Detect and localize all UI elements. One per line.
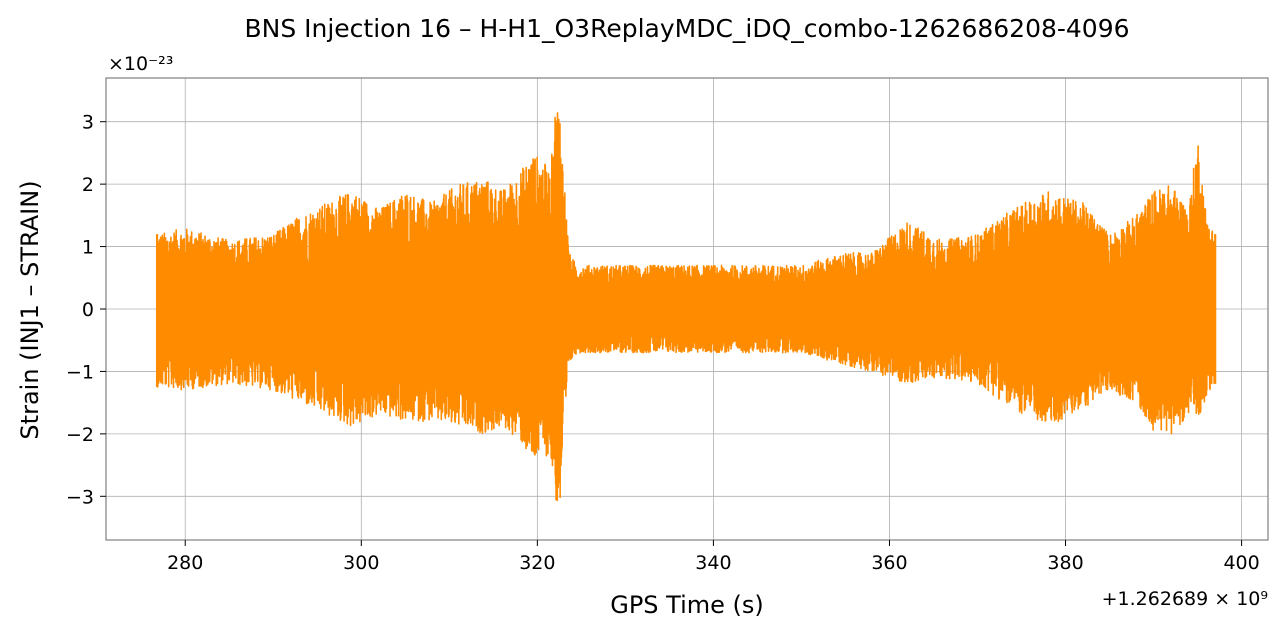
y-tick-label: 0	[82, 299, 94, 321]
y-tick-label: 2	[82, 174, 94, 196]
x-tick-label: 300	[343, 552, 379, 574]
chart-title: BNS Injection 16 – H-H1_O3ReplayMDC_iDQ_…	[244, 14, 1129, 43]
x-tick-label: 320	[519, 552, 555, 574]
x-tick-label: 360	[871, 552, 907, 574]
y-tick-label: −1	[66, 361, 94, 383]
axis-ticks: 280 300 320 340 360 380 400 3 2 1 0 −1 −2 −3	[66, 112, 1260, 574]
y-axis-title: Strain (INJ1 – STRAIN)	[16, 180, 44, 439]
y-tick-label: 3	[82, 112, 94, 134]
y-tick-label: −2	[66, 424, 94, 446]
y-scale-label: ×10⁻²³	[108, 53, 173, 75]
strain-series-line	[156, 112, 1216, 502]
data-series	[155, 112, 1217, 502]
x-tick-label: 340	[695, 552, 731, 574]
x-axis-title: GPS Time (s)	[610, 591, 764, 619]
x-offset-label: +1.262689 × 10⁹	[1102, 588, 1268, 610]
y-tick-label: −3	[66, 486, 94, 508]
x-tick-label: 400	[1223, 552, 1259, 574]
y-tick-label: 1	[82, 237, 94, 259]
x-tick-label: 280	[167, 552, 203, 574]
x-tick-label: 380	[1047, 552, 1083, 574]
